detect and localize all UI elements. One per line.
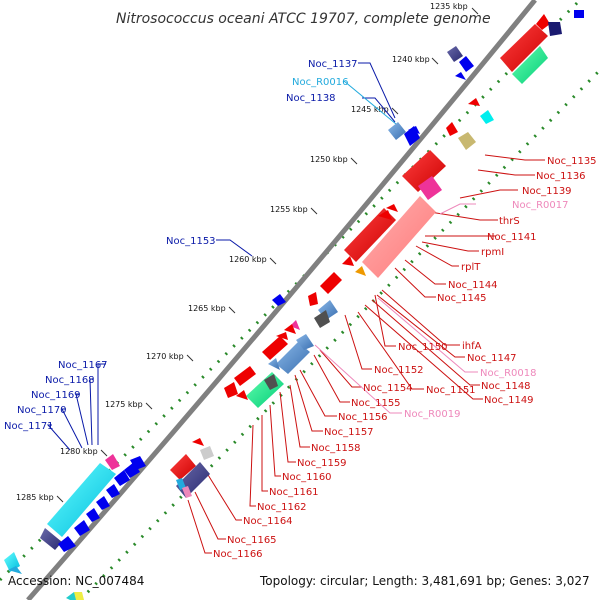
kbp-tick-label: 1255 kbp bbox=[270, 205, 308, 214]
kbp-tick-labels: 1235 kbp 1240 kbp 1245 kbp 1250 kbp 1255… bbox=[16, 2, 479, 503]
rna-label[interactable]: Noc_R0019 bbox=[404, 409, 461, 420]
kbp-tick-label: 1275 kbp bbox=[105, 400, 143, 409]
gene-label[interactable]: Noc_1150 bbox=[398, 342, 448, 353]
forward-features bbox=[4, 46, 474, 600]
kbp-tick-label: 1285 kbp bbox=[16, 493, 54, 502]
gene-label[interactable]: Noc_1151 bbox=[426, 385, 476, 396]
reverse-gene-labels: Noc_1135 Noc_1136 Noc_1139 Noc_R0017 thr… bbox=[213, 156, 597, 560]
gene-label[interactable]: Noc_1159 bbox=[297, 458, 347, 469]
reverse-leader-lines bbox=[187, 154, 545, 554]
gene-label[interactable]: Noc_1149 bbox=[484, 395, 534, 406]
gene-label[interactable]: Noc_1138 bbox=[286, 93, 336, 104]
kbp-tick-label: 1260 kbp bbox=[229, 255, 267, 264]
gene-label[interactable]: Noc_1135 bbox=[547, 156, 597, 167]
gene-label[interactable]: ihfA bbox=[462, 341, 482, 352]
gene-label[interactable]: rplT bbox=[461, 262, 481, 273]
gene-label[interactable]: Noc_1139 bbox=[522, 186, 572, 197]
rna-label[interactable]: Noc_R0018 bbox=[480, 368, 537, 379]
topology-text: Topology: circular; Length: 3,481,691 bp… bbox=[260, 574, 590, 588]
gene-label[interactable]: Noc_1168 bbox=[45, 375, 95, 386]
gene-label[interactable]: Noc_1157 bbox=[324, 427, 374, 438]
outer-tick-track bbox=[0, 0, 582, 582]
gene-label[interactable]: Noc_1169 bbox=[31, 390, 81, 401]
rna-label[interactable]: Noc_R0017 bbox=[512, 200, 569, 211]
gene-label[interactable]: Noc_1147 bbox=[467, 353, 517, 364]
forward-leader-lines bbox=[46, 62, 396, 451]
gene-label[interactable]: rpmI bbox=[481, 247, 504, 258]
gene-label[interactable]: Noc_1167 bbox=[58, 360, 108, 371]
gene-label[interactable]: Noc_1145 bbox=[437, 293, 487, 304]
kbp-tick-label: 1280 kbp bbox=[60, 447, 98, 456]
genome-backbone bbox=[26, 0, 537, 600]
gene-label[interactable]: Noc_1164 bbox=[243, 516, 293, 527]
gene-label[interactable]: Noc_1171 bbox=[4, 421, 54, 432]
forward-gene-labels: Noc_1137 Noc_R0016 Noc_1138 Noc_1153 Noc… bbox=[4, 59, 358, 432]
gene-label[interactable]: thrS bbox=[499, 216, 520, 227]
gene-label[interactable]: Noc_1160 bbox=[282, 472, 332, 483]
inner-tick-track bbox=[78, 68, 600, 600]
kbp-tick-label: 1245 kbp bbox=[351, 105, 389, 114]
gene-label[interactable]: Noc_1165 bbox=[227, 535, 277, 546]
gene-label[interactable]: Noc_1141 bbox=[487, 232, 537, 243]
gene-label[interactable]: Noc_1152 bbox=[374, 365, 424, 376]
rna-reverse-leader-lines bbox=[314, 203, 478, 414]
gene-label[interactable]: Noc_1148 bbox=[481, 381, 531, 392]
gene-label[interactable]: Noc_1156 bbox=[338, 412, 388, 423]
gene-label[interactable]: Noc_1137 bbox=[308, 59, 358, 70]
gene-label[interactable]: Noc_1158 bbox=[311, 443, 361, 454]
gene-label[interactable]: Noc_1166 bbox=[213, 549, 263, 560]
kbp-tick-label: 1270 kbp bbox=[146, 352, 184, 361]
gene-label[interactable]: Noc_1144 bbox=[448, 280, 498, 291]
gene-label[interactable]: Noc_1153 bbox=[166, 236, 216, 247]
kbp-tick-label: 1240 kbp bbox=[392, 55, 430, 64]
gene-label[interactable]: Noc_1170 bbox=[17, 405, 67, 416]
map-title: Nitrosococcus oceani ATCC 19707, complet… bbox=[116, 11, 491, 27]
accession-text: Accession: NC_007484 bbox=[8, 574, 145, 588]
rna-label[interactable]: Noc_R0016 bbox=[292, 77, 349, 88]
rna-leader-line bbox=[343, 80, 397, 125]
gene-label[interactable]: Noc_1136 bbox=[536, 171, 586, 182]
kbp-tick-label: 1235 kbp bbox=[430, 2, 468, 11]
gene-label[interactable]: Noc_1161 bbox=[269, 487, 319, 498]
kbp-tick-label: 1250 kbp bbox=[310, 155, 348, 164]
reverse-features bbox=[170, 10, 584, 498]
gene-label[interactable]: Noc_1162 bbox=[257, 502, 307, 513]
gene-label[interactable]: Noc_1154 bbox=[363, 383, 413, 394]
kbp-tick-label: 1265 kbp bbox=[188, 304, 226, 313]
gene-label[interactable]: Noc_1155 bbox=[351, 398, 401, 409]
